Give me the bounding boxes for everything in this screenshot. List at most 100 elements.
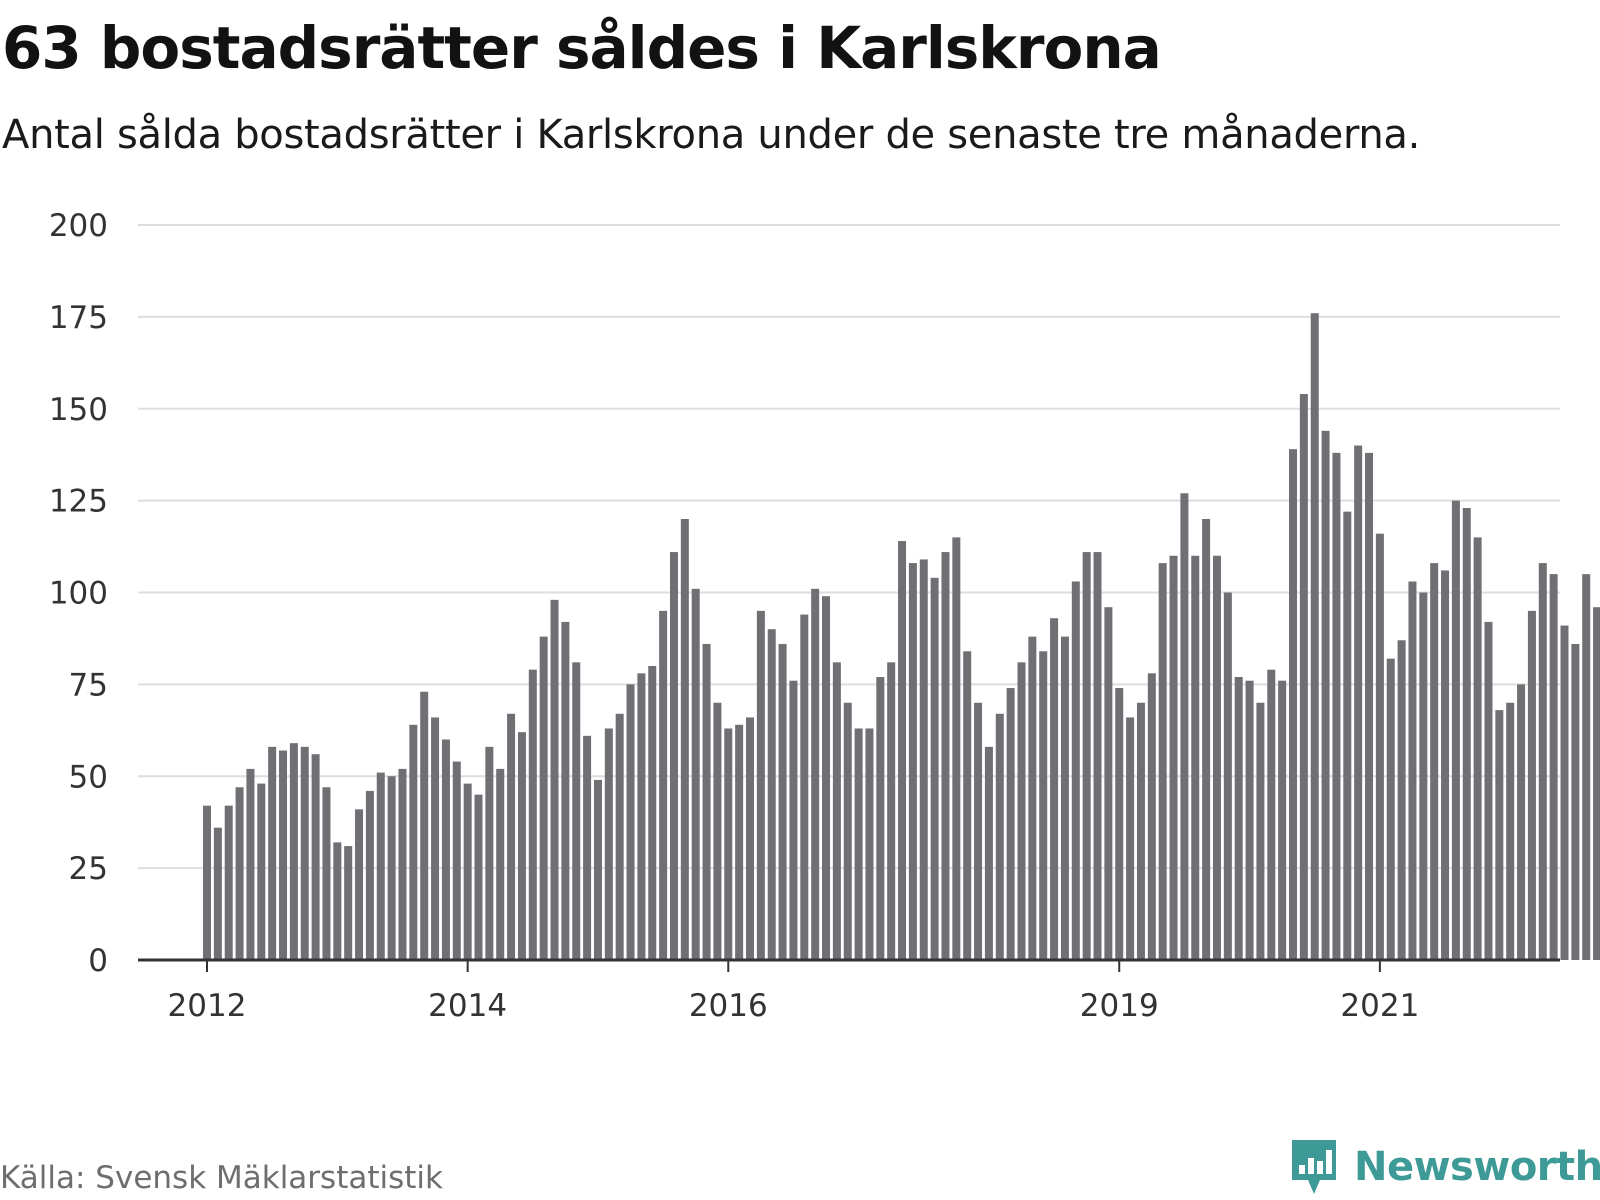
x-tick-label: 2012 [168, 988, 247, 1024]
x-tick-label: 2019 [1080, 988, 1159, 1024]
bar [648, 666, 657, 960]
bar [485, 746, 494, 960]
bar [1191, 555, 1200, 960]
bar [1039, 651, 1048, 960]
y-tick-label: 50 [69, 759, 108, 795]
bar [778, 643, 787, 960]
bar [1517, 684, 1526, 960]
bar [1017, 662, 1026, 960]
bar [1419, 592, 1428, 960]
bar [420, 691, 429, 960]
bar [930, 577, 939, 960]
bar [517, 732, 526, 960]
bar [496, 768, 505, 960]
bar [822, 596, 831, 960]
bar [963, 651, 972, 960]
bar [789, 680, 798, 960]
bar [1571, 643, 1580, 960]
bar [1310, 313, 1319, 960]
bar [1582, 574, 1591, 960]
bar [441, 739, 450, 960]
bar [876, 677, 885, 960]
bar [1332, 452, 1341, 960]
bar [387, 776, 396, 960]
bar [1321, 430, 1330, 960]
bar [1484, 621, 1493, 960]
bar [1169, 555, 1178, 960]
bar [1365, 452, 1374, 960]
bar [1050, 618, 1059, 960]
bar [604, 728, 613, 960]
y-tick-label: 0 [88, 943, 108, 979]
bar [713, 702, 722, 960]
source-note: Källa: Svensk Mäklarstatistik [0, 1160, 443, 1196]
bar [1202, 519, 1211, 960]
bar [213, 827, 222, 960]
x-axis: 201220142016201920212023 [138, 958, 1560, 1024]
bar [1060, 636, 1069, 960]
brand-name: Newsworthy [1354, 1144, 1600, 1190]
bar [1093, 552, 1102, 960]
bar [333, 842, 342, 960]
bar [615, 713, 624, 960]
bar [409, 724, 418, 960]
bars [203, 313, 1600, 960]
bar [811, 588, 820, 960]
bar [952, 537, 961, 960]
bar [702, 643, 711, 960]
bar [898, 541, 907, 960]
bar [344, 846, 353, 960]
bar [854, 728, 863, 960]
bar [1289, 449, 1297, 960]
bar [691, 588, 700, 960]
bar [1245, 680, 1254, 960]
bar [528, 669, 537, 960]
brand-logo[interactable]: Newsworthy [1290, 1138, 1600, 1196]
bar [843, 702, 852, 960]
bar [593, 779, 602, 960]
bar [1397, 640, 1406, 960]
bar [398, 768, 407, 960]
bar [1082, 552, 1091, 960]
y-tick-label: 150 [49, 392, 108, 428]
y-tick-label: 25 [69, 851, 108, 887]
y-tick-label: 100 [49, 576, 108, 612]
bar [669, 552, 678, 960]
bar [1147, 673, 1156, 960]
bar [908, 563, 917, 960]
bar [365, 790, 374, 960]
bar [463, 783, 472, 960]
bar [550, 599, 559, 960]
bar [659, 610, 668, 960]
bar [1473, 537, 1482, 960]
bar [1158, 563, 1167, 960]
bar [995, 713, 1004, 960]
bar [800, 614, 809, 960]
bar [1375, 533, 1384, 960]
bar [1462, 507, 1471, 960]
bar [572, 662, 581, 960]
y-tick-label: 125 [49, 484, 108, 520]
chart-title: 63 bostadsrätter såldes i Karlskrona [2, 14, 1162, 82]
bar [1538, 563, 1547, 960]
bar [279, 750, 288, 960]
bar [300, 746, 309, 960]
bar [257, 783, 266, 960]
bar [539, 636, 548, 960]
bar [974, 702, 983, 960]
y-tick-label: 75 [69, 667, 108, 703]
bar [1386, 658, 1395, 960]
bar [1028, 636, 1037, 960]
bar [1593, 607, 1600, 960]
y-tick-label: 200 [49, 208, 108, 244]
bar [767, 629, 776, 960]
bar [724, 728, 733, 960]
bar [1495, 710, 1504, 960]
bar [235, 787, 244, 960]
bar [1071, 581, 1080, 960]
bar [1549, 574, 1558, 960]
bar [735, 724, 744, 960]
bar [1223, 592, 1232, 960]
bar [887, 662, 896, 960]
bar [1234, 677, 1243, 960]
